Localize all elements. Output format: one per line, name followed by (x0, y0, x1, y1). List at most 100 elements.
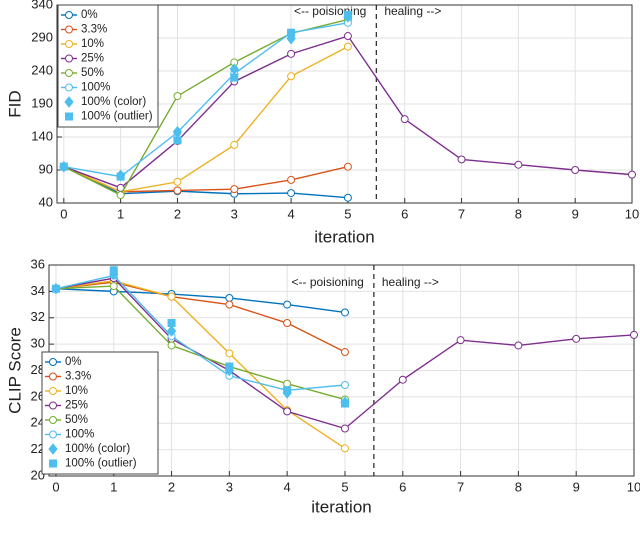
point (287, 49, 296, 58)
legend-label: 3.3% (81, 24, 107, 36)
point (283, 379, 292, 388)
legend-marker (49, 416, 57, 424)
point (343, 193, 352, 202)
legend-marker (65, 25, 73, 34)
legend-marker (65, 40, 73, 48)
point-square (167, 319, 176, 328)
plot-frame (56, 4, 633, 204)
point-square (59, 162, 68, 171)
point (173, 177, 182, 186)
series-line (55, 280, 346, 449)
legend-marker (49, 430, 57, 439)
x-tick-label: 0 (60, 206, 67, 221)
x-tick-label: 8 (515, 479, 522, 494)
annotation: healing --> (382, 275, 439, 289)
point (572, 334, 581, 343)
legend-label: 10% (81, 38, 104, 50)
point (340, 424, 349, 433)
x-tick-label: 7 (458, 206, 465, 221)
x-tick-label: 8 (515, 206, 522, 221)
point (287, 189, 296, 198)
point-diamond (166, 325, 177, 337)
x-tick-label: 5 (344, 206, 351, 221)
legend: 0% 3.3% 10% 25% 50% 100% 100% (color) 100% (out… (57, 4, 159, 128)
x-tick-label: 2 (174, 206, 181, 221)
point (225, 349, 234, 358)
y-tick-label: 340 (31, 0, 53, 11)
point (283, 407, 292, 416)
point (457, 155, 466, 164)
point (340, 348, 349, 357)
y-tick-label: 36 (31, 256, 45, 271)
series (59, 162, 352, 196)
legend-marker (49, 401, 57, 410)
point (398, 375, 407, 384)
legend-marker (49, 387, 57, 395)
legend-marker (65, 112, 73, 121)
x-tick-label: 7 (457, 479, 464, 494)
legend-label: 50% (81, 67, 104, 79)
series-line (55, 288, 346, 314)
y-tick-label: 26 (31, 388, 45, 403)
series (51, 266, 349, 408)
series (51, 284, 349, 317)
legend-marker (49, 372, 57, 381)
point (340, 308, 349, 317)
series-line (55, 281, 346, 353)
point (109, 282, 118, 291)
point (514, 160, 523, 169)
legend-label: 100% (outlier) (65, 458, 137, 470)
y-tick-label: 32 (31, 309, 45, 324)
point (116, 191, 125, 200)
legend-marker (64, 96, 74, 108)
legend-label: 100% (color) (65, 443, 130, 455)
legend-box (57, 4, 159, 128)
legend-marker (65, 83, 73, 92)
point-square (173, 136, 182, 145)
point (230, 140, 239, 149)
legend-marker (65, 54, 73, 63)
point-square (287, 28, 296, 37)
y-tick-label: 290 (31, 29, 53, 44)
point (173, 92, 182, 101)
legend-label: 25% (65, 400, 88, 412)
legend-box (41, 351, 159, 475)
point-square (51, 284, 60, 293)
x-tick-label: 3 (231, 206, 238, 221)
x-axis-label: iteration (314, 227, 374, 246)
point (456, 336, 465, 345)
legend-label: 25% (81, 53, 104, 65)
annotation: <-- poisioning (294, 4, 366, 18)
x-tick-label: 10 (625, 206, 639, 221)
x-axis-label: iteration (311, 497, 371, 516)
point-square (109, 266, 118, 275)
point (340, 381, 349, 390)
x-tick-label: 0 (52, 479, 59, 494)
series (59, 10, 352, 181)
point-square (283, 386, 292, 395)
point (343, 162, 352, 171)
point (514, 341, 523, 350)
point (340, 444, 349, 453)
y-tick-label: 28 (31, 362, 45, 377)
legend-marker (65, 11, 73, 19)
series-line (63, 45, 349, 193)
y-tick-label: 22 (31, 441, 45, 456)
series-line (63, 22, 349, 178)
y-axis-label: FID (5, 90, 24, 117)
y-tick-label: 20 (31, 467, 45, 482)
series-line (63, 166, 348, 199)
legend-marker (49, 358, 57, 366)
x-tick-label: 3 (226, 479, 233, 494)
y-tick-label: 40 (39, 194, 53, 209)
legend-marker (65, 69, 73, 77)
point-square (230, 73, 239, 82)
x-tick-label: 6 (399, 479, 406, 494)
x-tick-label: 10 (627, 479, 640, 494)
point (225, 300, 234, 309)
point (230, 185, 239, 194)
point (628, 170, 636, 179)
point-square (225, 362, 234, 371)
legend-label: 50% (65, 414, 88, 426)
